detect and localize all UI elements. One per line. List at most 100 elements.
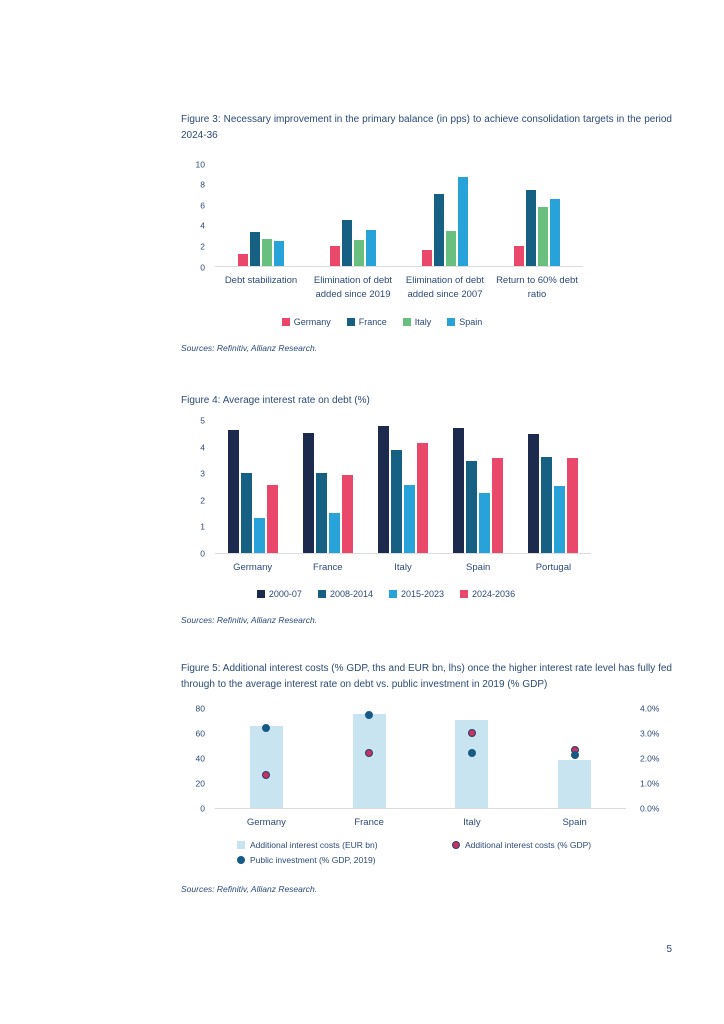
figure3-sources: Sources: Refinitiv, Allianz Research. (181, 342, 318, 353)
bar-2008-2014-portugal (541, 456, 553, 553)
bar-2015-2023-spain (479, 492, 491, 553)
page-number: 5 (666, 944, 672, 955)
legend-label: Spain (459, 316, 483, 327)
legend-label: France (358, 316, 387, 327)
figure3-plot-area: 0 2 4 6 8 10 Debt stabilization Elimination of… (181, 160, 583, 303)
legend-swatch-france (346, 317, 355, 326)
bar-group-elimination-of-debt-added-since-2007: Elimination of debt added since 2007 (399, 164, 491, 303)
left-y-tick-label: 60 (195, 728, 205, 739)
right-y-tick-label: 0.0% (640, 803, 660, 814)
legend-swatch-2015-2023 (388, 589, 397, 598)
combo-cell (215, 709, 318, 809)
combo-group-germany: Germany (215, 709, 318, 830)
figure4-plot: Germany France Italy Spain Portugal (215, 421, 592, 575)
x-axis-label: France (313, 561, 343, 573)
legend-swatch-2008-2014 (317, 589, 326, 598)
bar-2000-07-germany (227, 430, 239, 553)
y-tick-label: 10 (195, 158, 205, 169)
bar-2008-2014-italy (391, 450, 402, 553)
bar-italy-elimination-of-debt-added-since-2019 (354, 240, 364, 266)
combo-cell (420, 709, 524, 809)
dot-additional-interest-costs-gdp-france (365, 748, 374, 757)
dot-public-investment-gdp-2019-spain (570, 751, 579, 760)
bar-group-germany: Germany (215, 421, 291, 575)
left-y-tick-label: 0 (200, 803, 205, 814)
bar-2008-2014-france (315, 472, 327, 553)
legend-item-germany: Germany (281, 317, 331, 327)
bar-group-portugal: Portugal (515, 421, 592, 575)
dot-public-investment-gdp-2019-germany (262, 723, 271, 732)
x-axis-label: Elimination of debt added since 2007 (405, 275, 485, 301)
bar-group-italy: Italy (365, 421, 441, 575)
x-axis-label: Spain (466, 561, 491, 573)
legend-label: 2000-07 (268, 588, 302, 599)
bar-cluster (290, 421, 366, 554)
bar-germany-elimination-of-debt-added-since-2019 (330, 246, 340, 266)
legend-swatch-bar (237, 841, 245, 849)
bar-spain-elimination-of-debt-added-since-2007 (458, 177, 468, 266)
bar-2000-07-portugal (528, 434, 540, 553)
figure5-left-y-axis: 0 20 40 60 80 (181, 704, 215, 812)
bar-germany-debt-stabilization (238, 253, 248, 266)
bar-spain-debt-stabilization (274, 241, 284, 266)
figure3-y-axis: 0 2 4 6 8 10 (181, 160, 215, 271)
bar-additional-interest-costs-eur-bn-france (352, 713, 386, 808)
right-y-tick-label: 4.0% (640, 703, 660, 714)
bar-additional-interest-costs-eur-bn-spain (558, 760, 592, 808)
figure5-sources: Sources: Refinitiv, Allianz Research. (181, 884, 318, 894)
x-axis-label: Return to 60% debt ratio (496, 275, 578, 301)
right-y-tick-label: 3.0% (640, 728, 660, 739)
legend-label: Public investment (% GDP, 2019) (250, 855, 376, 865)
combo-group-france: France (317, 709, 421, 830)
figure5-plot: Germany France Italy Spain (215, 709, 626, 830)
figure5-right-y-axis: 0.0% 1.0% 2.0% 3.0% 4.0% (626, 704, 672, 812)
legend-column-1: Additional interest costs (EUR bn) Public… (237, 840, 452, 870)
legend-item-italy: Italy (402, 317, 431, 327)
figure4-plot-area: 0 1 2 3 4 5 Germany France Italy Spain Portugal (181, 416, 592, 575)
y-tick-label: 6 (200, 199, 205, 210)
figure3-plot: Debt stabilization Elimination of debt ad… (215, 164, 583, 303)
legend-swatch-2024-2036 (460, 589, 469, 598)
bar-2000-07-spain (453, 427, 465, 553)
bar-group-spain: Spain (440, 421, 516, 575)
page-content: Figure 3: Necessary improvement in the p… (181, 112, 672, 894)
legend-dot-navy (237, 856, 245, 864)
figure4-y-axis: 0 1 2 3 4 5 (181, 416, 215, 557)
bar-2008-2014-germany (240, 472, 252, 553)
x-axis-label: France (354, 816, 384, 828)
legend-item-2000-07: 2000-07 (256, 588, 302, 599)
figure3-chart: 0 2 4 6 8 10 Debt stabilization Elimination of… (181, 160, 583, 327)
bar-italy-return-to-60-debt-ratio (538, 207, 548, 266)
bar-france-debt-stabilization (250, 232, 260, 266)
legend-swatch-2000-07 (256, 589, 265, 598)
bar-2015-2023-italy (404, 484, 415, 553)
y-tick-label: 2 (200, 495, 205, 506)
bar-2015-2023-france (328, 512, 340, 553)
bar-germany-elimination-of-debt-added-since-2007 (422, 249, 432, 266)
figure5-chart: 0 20 40 60 80 Germany France Italy Spain 0.0% 1.… (181, 704, 672, 870)
y-tick-label: 0 (200, 261, 205, 272)
dot-public-investment-gdp-2019-italy (467, 748, 476, 757)
x-axis-label: Spain (562, 816, 587, 828)
figure4-sources: Sources: Refinitiv, Allianz Research. (181, 614, 318, 625)
bar-cluster (307, 164, 399, 267)
figure3-legend: Germany France Italy Spain (181, 317, 583, 327)
figure4-legend: 2000-07 2008-2014 2015-2023 2024-2036 (181, 589, 591, 599)
bar-cluster (440, 421, 516, 554)
x-axis-label: Debt stabilization (224, 275, 298, 286)
bar-group-debt-stabilization: Debt stabilization (215, 164, 307, 303)
bar-2000-07-italy (378, 426, 389, 553)
figure5-plot-area: 0 20 40 60 80 Germany France Italy Spain 0.0% 1.… (181, 704, 672, 830)
y-tick-label: 3 (200, 468, 205, 479)
legend-item-france: France (346, 316, 387, 327)
dot-additional-interest-costs-gdp-italy (467, 728, 476, 737)
y-tick-label: 1 (200, 521, 205, 532)
legend-label: Additional interest costs (EUR bn) (250, 840, 378, 850)
legend-swatch-spain (447, 317, 456, 326)
bar-additional-interest-costs-eur-bn-germany (249, 726, 283, 808)
bar-france-return-to-60-debt-ratio (526, 189, 536, 266)
dot-additional-interest-costs-gdp-germany (262, 771, 271, 780)
x-axis-label: Italy (463, 816, 481, 828)
legend-label: 2008-2014 (329, 588, 373, 599)
